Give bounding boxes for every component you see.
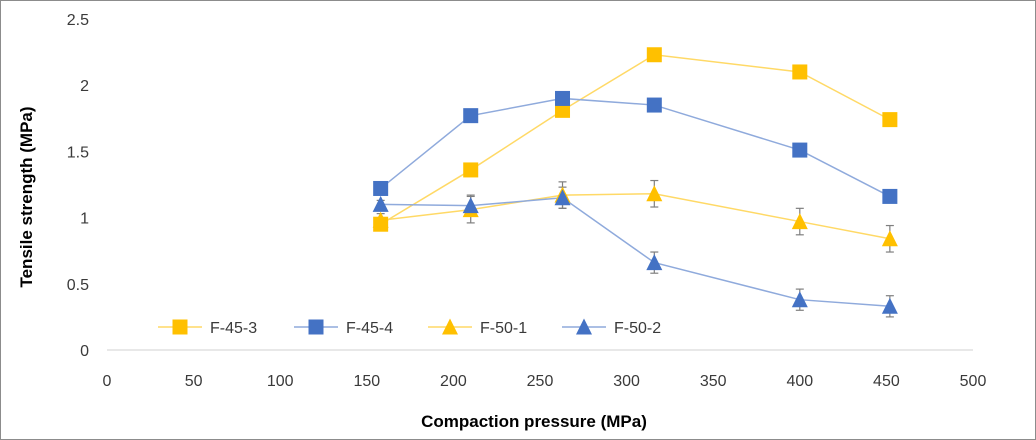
data-point-F-45-4 (646, 97, 662, 113)
data-point-F-45-3 (882, 112, 898, 128)
data-point-F-45-4 (555, 90, 571, 106)
x-tick-label: 250 (527, 373, 554, 390)
y-tick-labels: 0 0.5 1 1.5 2 2.5 (67, 12, 89, 360)
data-point-F-50-2 (646, 254, 663, 271)
x-tick-label: 400 (786, 373, 813, 390)
data-point-F-45-3 (792, 64, 808, 80)
legend-label: F-45-4 (346, 320, 393, 337)
series-lines (380, 53, 891, 308)
legend-label: F-45-3 (210, 320, 257, 337)
data-point-F-45-3 (463, 162, 479, 178)
y-tick-label: 1.5 (67, 144, 89, 161)
series-line-F-50-1 (380, 193, 891, 240)
data-point-F-45-4 (463, 108, 479, 124)
data-point-F-50-1 (791, 213, 808, 230)
x-tick-label: 100 (267, 373, 294, 390)
x-tick-label: 50 (185, 373, 203, 390)
data-point-F-50-1 (372, 211, 389, 228)
y-axis-title: Tensile strength (MPa) (17, 106, 36, 287)
y-tick-label: 0.5 (67, 277, 89, 294)
legend-marker-F-50-1 (442, 318, 458, 335)
legend-label: F-50-2 (614, 320, 661, 337)
x-tick-label: 450 (873, 373, 900, 390)
x-axis-title: Compaction pressure (MPa) (421, 412, 647, 431)
y-tick-label: 1 (80, 211, 89, 228)
legend-marker-F-45-3 (172, 319, 188, 335)
x-tick-label: 500 (960, 373, 987, 390)
legend-marker-F-50-2 (576, 318, 592, 335)
data-point-F-50-2 (462, 197, 479, 214)
x-tick-label: 300 (613, 373, 640, 390)
y-tick-label: 2.5 (67, 12, 89, 29)
legend-marker-F-45-4 (308, 319, 324, 335)
series-line-F-45-4 (380, 97, 891, 198)
data-point-F-50-1 (881, 230, 898, 247)
data-point-F-45-3 (555, 102, 571, 118)
data-point-F-50-2 (791, 291, 808, 308)
data-point-F-50-2 (554, 189, 571, 206)
x-tick-labels: 0 50 100 150 200 250 300 350 400 450 500 (103, 373, 987, 390)
data-point-F-50-2 (372, 195, 389, 212)
data-point-F-45-4 (792, 142, 808, 158)
x-tick-label: 200 (440, 373, 467, 390)
data-point-F-45-4 (373, 180, 389, 196)
series-line-F-50-2 (380, 196, 890, 308)
y-tick-label: 0 (80, 343, 89, 360)
data-point-F-45-3 (646, 47, 662, 63)
data-markers (372, 47, 898, 314)
series-line-F-45-3 (380, 53, 891, 225)
x-tick-label: 0 (103, 373, 112, 390)
data-point-F-50-1 (646, 185, 663, 202)
data-point-F-50-2 (881, 297, 898, 314)
legend-label: F-50-1 (480, 320, 527, 337)
data-point-F-45-4 (882, 188, 898, 204)
x-tick-label: 150 (353, 373, 380, 390)
y-tick-label: 2 (80, 78, 89, 95)
x-tick-label: 350 (700, 373, 727, 390)
legend: F-45-3 F-45-4 F-50-1 F-50-2 (158, 318, 661, 337)
